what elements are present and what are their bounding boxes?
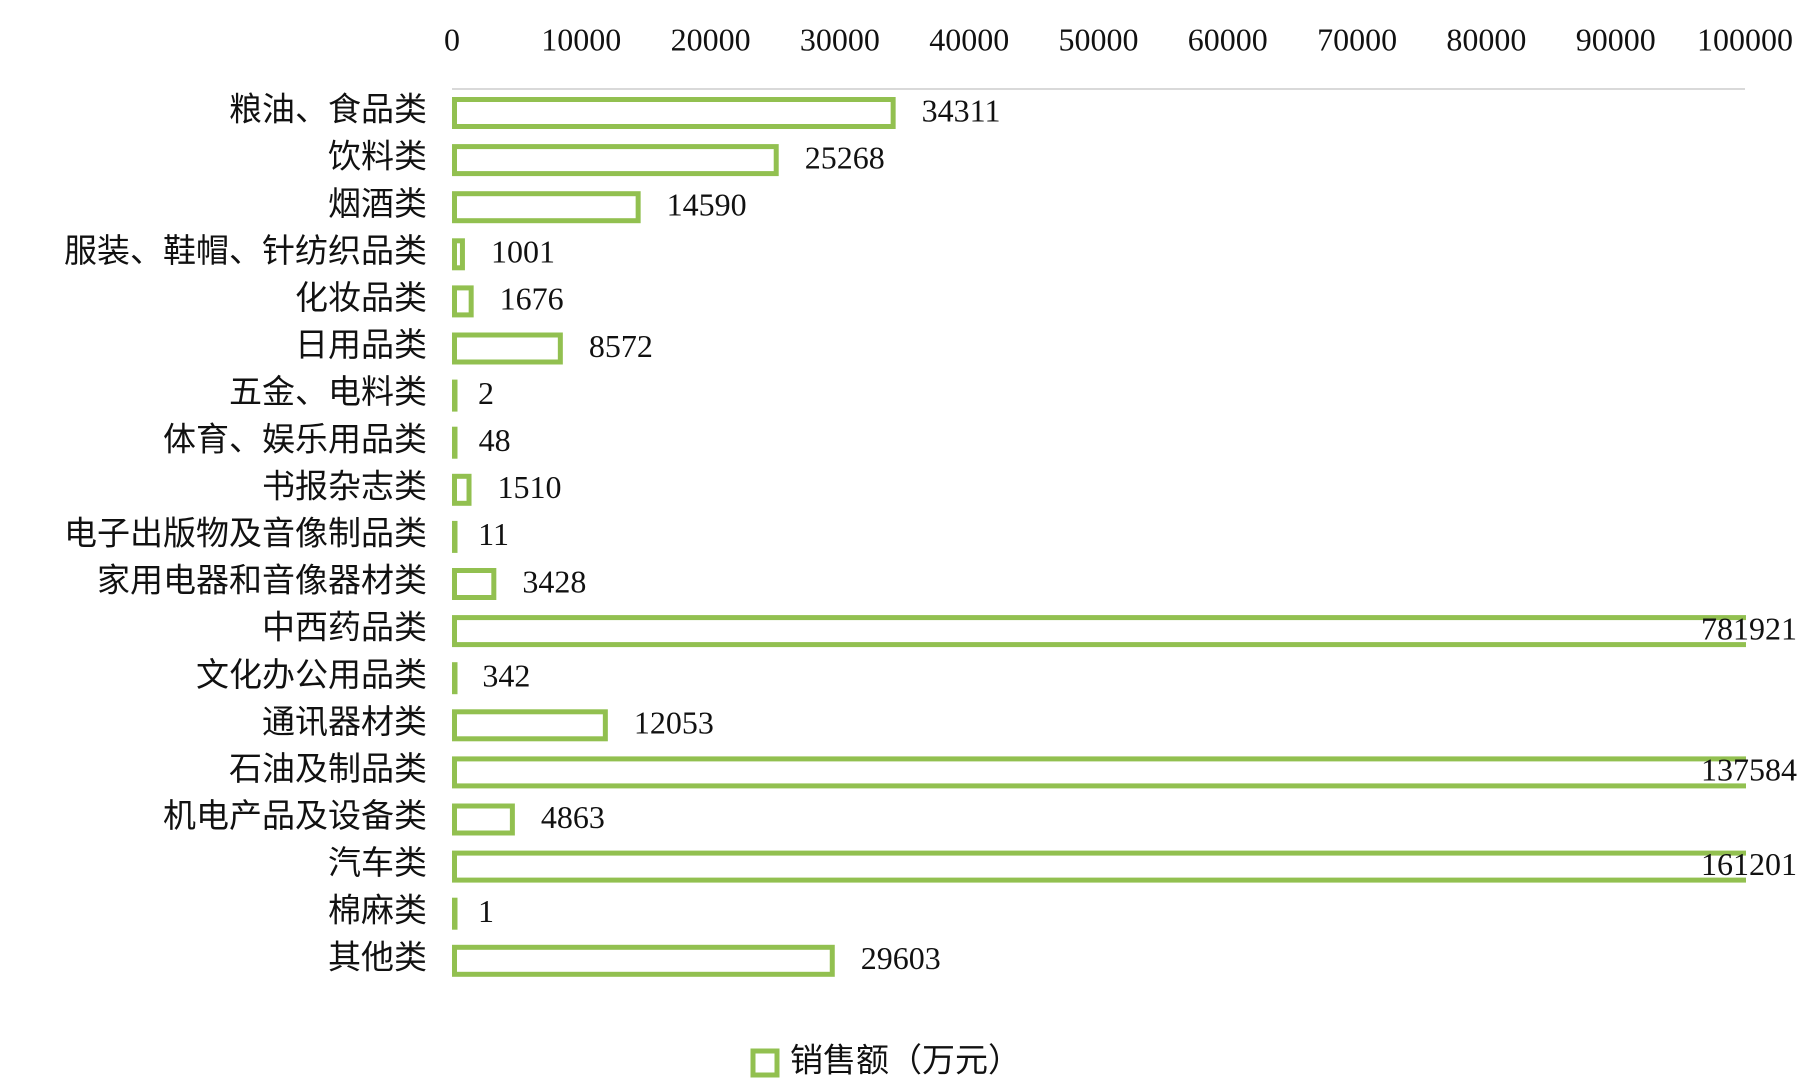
bar bbox=[452, 568, 497, 600]
bar bbox=[452, 144, 779, 177]
bar bbox=[452, 615, 1746, 648]
y-tick-label: 电子出版物及音像制品类 bbox=[64, 515, 427, 552]
y-tick-label: 机电产品及设备类 bbox=[163, 798, 427, 835]
y-tick-label: 文化办公用品类 bbox=[196, 657, 427, 694]
bar bbox=[452, 97, 896, 129]
bar bbox=[452, 756, 1746, 789]
y-tick-label: 棉麻类 bbox=[328, 892, 427, 929]
y-tick-label: 石油及制品类 bbox=[229, 751, 427, 788]
x-tick-label: 40000 bbox=[929, 21, 1009, 57]
bar bbox=[452, 379, 458, 412]
y-tick-label: 烟酒类 bbox=[328, 186, 427, 223]
x-tick-label: 10000 bbox=[541, 21, 621, 57]
data-label: 137584 bbox=[1701, 752, 1797, 788]
x-tick-label: 70000 bbox=[1317, 21, 1397, 57]
x-tick-label: 20000 bbox=[671, 21, 751, 57]
data-label: 342 bbox=[482, 658, 530, 694]
data-label: 2 bbox=[478, 375, 494, 411]
bar bbox=[452, 897, 458, 930]
bar bbox=[452, 850, 1746, 883]
x-tick-label: 50000 bbox=[1059, 21, 1139, 57]
bar bbox=[452, 426, 458, 459]
legend-label: 销售额（万元） bbox=[790, 1043, 1021, 1080]
bar bbox=[452, 285, 474, 318]
data-label: 14590 bbox=[667, 187, 747, 223]
data-label: 4863 bbox=[541, 799, 605, 835]
data-label: 1676 bbox=[500, 281, 564, 317]
legend-swatch bbox=[750, 1048, 780, 1078]
data-label: 12053 bbox=[634, 705, 714, 741]
y-tick-label: 化妆品类 bbox=[295, 280, 427, 317]
x-tick-label: 60000 bbox=[1188, 21, 1268, 57]
x-tick-label: 80000 bbox=[1446, 21, 1526, 57]
bar bbox=[452, 191, 641, 224]
y-tick-label: 中西药品类 bbox=[262, 610, 427, 647]
data-label: 48 bbox=[479, 422, 511, 458]
bar bbox=[452, 238, 465, 271]
data-label: 29603 bbox=[861, 940, 941, 976]
data-label: 8572 bbox=[589, 328, 653, 364]
x-tick-label: 100000 bbox=[1697, 21, 1793, 57]
y-tick-label: 体育、娱乐用品类 bbox=[163, 421, 427, 458]
bar bbox=[452, 709, 608, 742]
y-tick-label: 饮料类 bbox=[328, 139, 427, 176]
bar-area bbox=[452, 97, 1746, 977]
data-label: 1001 bbox=[491, 234, 555, 270]
bar bbox=[452, 662, 458, 695]
data-label: 3428 bbox=[522, 563, 586, 599]
y-tick-label: 书报杂志类 bbox=[262, 468, 427, 505]
data-label: 25268 bbox=[805, 139, 885, 175]
y-tick-label: 粮油、食品类 bbox=[229, 92, 427, 129]
y-tick-label: 日用品类 bbox=[295, 327, 427, 364]
x-tick-label: 0 bbox=[444, 21, 460, 57]
data-label: 161201 bbox=[1701, 846, 1797, 882]
x-tick-label: 90000 bbox=[1576, 21, 1656, 57]
bar bbox=[452, 332, 563, 365]
bar bbox=[452, 473, 472, 506]
data-label: 781921 bbox=[1701, 610, 1797, 646]
x-tick-label: 30000 bbox=[800, 21, 880, 57]
data-label: 11 bbox=[478, 516, 509, 552]
y-tick-label: 五金、电料类 bbox=[229, 374, 427, 411]
y-tick-label: 服装、鞋帽、针纺织品类 bbox=[64, 233, 427, 270]
y-tick-label: 家用电器和音像器材类 bbox=[97, 563, 427, 600]
y-tick-label: 其他类 bbox=[328, 939, 427, 976]
y-tick-label: 通讯器材类 bbox=[262, 704, 427, 741]
y-tick-label: 汽车类 bbox=[328, 845, 427, 882]
data-label: 1 bbox=[478, 893, 494, 929]
bar bbox=[452, 520, 458, 553]
bar bbox=[452, 944, 835, 977]
data-label: 1510 bbox=[498, 469, 562, 505]
data-label: 34311 bbox=[922, 92, 1001, 128]
bar bbox=[452, 803, 515, 836]
